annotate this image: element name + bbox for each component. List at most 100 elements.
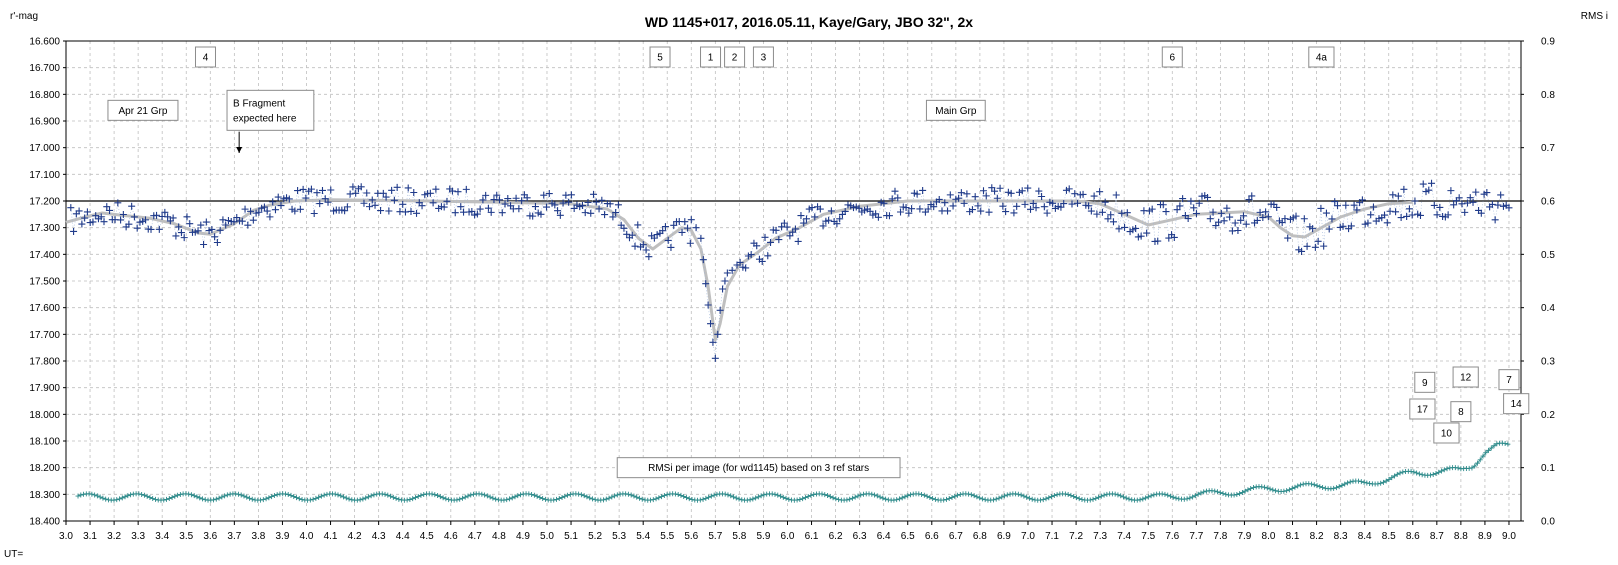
x-tick-label: 3.9 — [275, 531, 289, 542]
rms-point — [1411, 469, 1417, 475]
data-point — [639, 241, 647, 249]
data-point — [1369, 203, 1377, 211]
rms-point — [103, 496, 109, 502]
data-point — [645, 253, 653, 261]
rms-point — [902, 494, 908, 500]
rms-point — [775, 492, 781, 498]
annotation-frame — [1308, 46, 1335, 68]
data-point — [1300, 215, 1308, 223]
x-tick-label: 7.6 — [1165, 531, 1179, 542]
annotation-box: Main Grp — [925, 99, 986, 121]
data-point — [296, 205, 304, 213]
rms-point — [800, 496, 806, 502]
data-point — [791, 225, 799, 233]
data-point — [1148, 205, 1156, 213]
data-point — [1325, 225, 1333, 233]
data-point — [767, 238, 775, 246]
rms-point — [490, 495, 496, 501]
rms-point — [783, 495, 789, 501]
rms-point — [1101, 492, 1107, 498]
rms-point — [316, 494, 322, 500]
data-point — [800, 219, 808, 227]
y-tick-label: 17.300 — [29, 223, 60, 234]
rms-point — [1237, 491, 1243, 497]
rms-point — [263, 496, 269, 502]
x-tick-label: 4.9 — [516, 531, 530, 542]
data-point — [753, 242, 761, 250]
x-tick-label: 4.8 — [492, 531, 506, 542]
y2-tick-label: 0.3 — [1541, 357, 1555, 368]
x-tick-label: 6.2 — [829, 531, 843, 542]
data-point — [180, 234, 188, 242]
rms-point — [1234, 492, 1240, 498]
data-point — [202, 218, 210, 226]
rms-point — [874, 493, 880, 499]
data-point — [493, 191, 501, 199]
annotation-label: RMSi per image (for wd1145) based on 3 r… — [648, 463, 869, 474]
data-point — [935, 195, 943, 203]
rms-point — [1264, 485, 1270, 491]
data-point — [260, 203, 268, 211]
data-point — [114, 199, 122, 207]
x-tick-label: 8.0 — [1262, 531, 1276, 542]
data-point — [1085, 202, 1093, 210]
data-point — [584, 199, 592, 207]
data-point — [946, 191, 954, 199]
data-point — [1281, 215, 1289, 223]
x-tick-label: 5.0 — [540, 531, 554, 542]
x-tick-label: 3.7 — [227, 531, 241, 542]
rms-point — [462, 494, 468, 500]
data-point — [1057, 203, 1065, 211]
rms-point — [639, 496, 645, 502]
x-tick-label: 3.2 — [107, 531, 121, 542]
rms-point — [683, 495, 689, 501]
rms-point — [321, 492, 327, 498]
data-point — [352, 189, 360, 197]
rms-point — [1024, 494, 1030, 500]
rms-point — [1037, 497, 1043, 503]
data-point — [457, 203, 465, 211]
rms-point — [711, 492, 717, 498]
rms-point — [122, 494, 128, 500]
rms-point — [650, 497, 656, 503]
data-point — [1278, 219, 1286, 227]
data-point — [1132, 224, 1140, 232]
rms-point — [92, 492, 98, 498]
annotation-frame — [107, 99, 179, 121]
data-point — [1043, 209, 1051, 217]
rms-point — [141, 492, 147, 498]
data-point — [1322, 209, 1330, 217]
data-point — [216, 226, 224, 234]
annotation-label: 17 — [1417, 405, 1429, 416]
rms-point — [943, 496, 949, 502]
rms-point — [415, 493, 421, 499]
x-tick-label: 3.5 — [179, 531, 193, 542]
x-tick-label: 5.8 — [732, 531, 746, 542]
data-point — [996, 184, 1004, 192]
data-point — [100, 218, 108, 226]
data-point — [324, 198, 332, 206]
annotation-label: 10 — [1441, 429, 1453, 440]
rms-point — [241, 493, 247, 499]
rms-point — [318, 493, 324, 499]
rms-point — [294, 495, 300, 501]
data-point — [1259, 214, 1267, 222]
rms-point — [955, 492, 961, 498]
annotation-frame — [1503, 393, 1530, 415]
rms-point — [700, 496, 706, 502]
data-point — [1428, 179, 1436, 187]
data-point — [905, 209, 913, 217]
rms-point — [553, 496, 559, 502]
data-point — [271, 206, 279, 214]
y-tick-label: 18.200 — [29, 463, 60, 474]
data-point — [1367, 211, 1375, 219]
rms-point — [664, 492, 670, 498]
rms-point — [175, 492, 181, 498]
data-point — [545, 190, 553, 198]
data-point — [1347, 222, 1355, 230]
data-point — [153, 211, 161, 219]
data-point — [1220, 217, 1228, 225]
x-tick-label: 5.3 — [612, 531, 626, 542]
data-point — [1115, 225, 1123, 233]
data-point — [692, 224, 700, 232]
